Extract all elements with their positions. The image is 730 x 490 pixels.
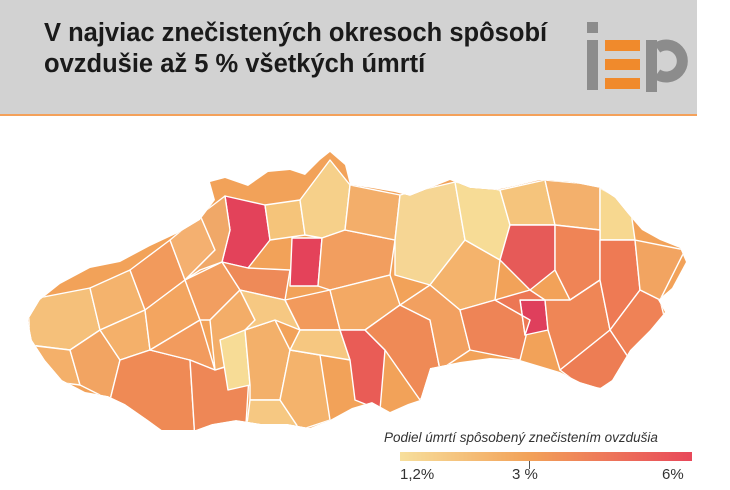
legend-mid-tick — [529, 461, 530, 469]
district — [289, 237, 323, 287]
district — [184, 195, 231, 281]
district — [344, 184, 401, 241]
district — [109, 349, 196, 430]
legend-color-scale — [400, 452, 692, 461]
legend-min-label: 1,2% — [400, 466, 435, 483]
legend-mid-label: 3 % — [512, 466, 538, 483]
district — [279, 349, 331, 430]
page-title: V najviac znečistených okresoch spôsobí … — [44, 18, 584, 80]
district — [264, 199, 306, 241]
legend-title: Podiel úmrtí spôsobený znečistením ovzdu… — [384, 430, 658, 445]
legend-max-label: 6% — [662, 466, 684, 483]
title-line-2: ovzdušie až 5 % všetkých úmrtí — [44, 50, 426, 78]
district — [599, 187, 636, 241]
title-line-1: V najviac znečistených okresoch spôsobí — [44, 19, 548, 47]
district — [499, 224, 556, 291]
district — [494, 289, 546, 336]
iep-logo: iep — [587, 22, 688, 92]
slovakia-district-map — [28, 152, 686, 430]
district — [459, 299, 531, 361]
header-banner: V najviac znečistených okresoch spôsobí … — [0, 0, 697, 116]
